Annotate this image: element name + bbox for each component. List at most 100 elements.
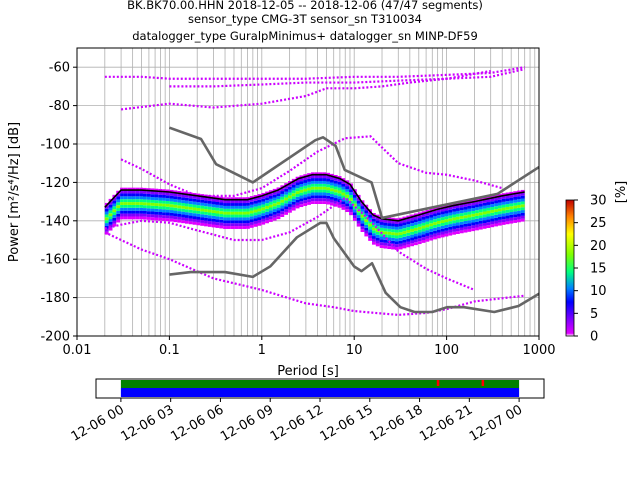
heatmap-cell (463, 212, 468, 216)
heatmap-cell (200, 205, 205, 209)
heatmap-cell (173, 199, 178, 202)
heatmap-cell (288, 189, 292, 193)
heatmap-cell (276, 201, 281, 205)
heatmap-cell (139, 196, 143, 200)
heatmap-cell (322, 186, 327, 190)
heatmap-cell (333, 198, 338, 201)
percentile-band (104, 196, 475, 291)
heatmap-cell (162, 209, 166, 213)
heatmap-cell (261, 204, 266, 208)
percentile-band (104, 66, 525, 80)
heatmap-cell (288, 206, 292, 210)
heatmap-cell (238, 203, 243, 206)
heatmap-cell (291, 187, 296, 191)
heatmap-cell (184, 209, 189, 213)
heatmap-cell (188, 212, 193, 216)
heatmap-cell (429, 223, 434, 227)
heatmap-cell (288, 195, 292, 199)
heatmap-cell (272, 211, 277, 215)
heatmap-cell (131, 196, 136, 200)
heatmap-cell (394, 218, 399, 222)
heatmap-cell (478, 220, 483, 224)
heatmap-cell (238, 205, 243, 209)
heatmap-cell (478, 226, 483, 230)
heatmap-cell (265, 214, 269, 218)
heatmap-cell (471, 228, 476, 232)
heatmap-cell (475, 210, 479, 214)
x-ticks: 0.01 0.1 1 10 100 1000 (63, 336, 556, 358)
heatmap-cell (261, 207, 266, 211)
heatmap-cell (131, 187, 136, 191)
heatmap-cell (341, 195, 346, 199)
heatmap-cell (326, 181, 331, 185)
heatmap-cell (162, 212, 166, 216)
colorbar-tick-label: 0 (590, 330, 598, 345)
heatmap-cell (402, 228, 407, 232)
heatmap-cell (230, 211, 235, 215)
heatmap-cell (169, 207, 174, 211)
heatmap-cell (494, 214, 498, 218)
heatmap-cell (490, 204, 495, 208)
heatmap-cell (402, 245, 407, 249)
heatmap-cell (448, 209, 453, 213)
heatmap-cell (162, 206, 166, 210)
heatmap-cell (288, 181, 292, 184)
heatmap-cell (337, 193, 342, 197)
heatmap-cell (448, 224, 453, 227)
heatmap-cell (276, 210, 281, 214)
heatmap-cell (433, 207, 437, 211)
heatmap-cell (181, 211, 185, 215)
heatmap-cell (490, 195, 495, 199)
heatmap-cell (463, 206, 468, 210)
heatmap-cell (276, 196, 281, 199)
heatmap-cell (299, 186, 304, 190)
heatmap-cell (471, 202, 476, 206)
heatmap-cell (494, 194, 498, 198)
heatmap-cell (139, 216, 143, 220)
heatmap-cell (207, 200, 212, 204)
heatmap-cell (486, 196, 491, 200)
heatmap-cell (459, 218, 464, 222)
heatmap-cell (265, 217, 269, 221)
heatmap-cell (379, 236, 384, 240)
heatmap-cell (131, 204, 136, 208)
heatmap-cell (192, 198, 197, 202)
heatmap-cell (104, 208, 109, 212)
heatmap-cell (455, 225, 460, 229)
heatmap-cell (310, 189, 315, 193)
heatmap-cell (326, 187, 331, 191)
heatmap-cell (249, 216, 254, 220)
heatmap-cell (165, 215, 170, 219)
heatmap-cell (116, 219, 121, 223)
heatmap-cell (520, 212, 525, 216)
new-low-noise-model-line (169, 221, 540, 314)
heatmap-cell (120, 196, 124, 200)
heatmap-cell (501, 216, 506, 220)
heatmap-cell (139, 187, 143, 191)
heatmap-cell (142, 213, 147, 217)
heatmap-cell (486, 210, 491, 214)
heatmap-cell (341, 192, 346, 196)
heatmap-cell (196, 199, 201, 203)
heatmap-cell (429, 211, 434, 215)
heatmap-cell (139, 199, 143, 203)
heatmap-cell (276, 187, 281, 191)
heatmap-cell (448, 215, 453, 219)
colorbar-tick-label: 15 (590, 262, 607, 277)
heatmap-cell (146, 202, 151, 206)
heatmap-cell (478, 212, 483, 216)
heatmap-cell (204, 220, 208, 224)
heatmap-cell (429, 220, 434, 224)
heatmap-cell (517, 210, 521, 214)
heatmap-cell (234, 208, 239, 212)
heatmap-cell (211, 210, 216, 213)
heatmap-cell (406, 232, 411, 236)
heatmap-cell (165, 203, 170, 207)
heatmap-cell (127, 213, 132, 217)
heatmap-cell (280, 199, 285, 203)
y-tick-label: -200 (40, 330, 70, 345)
heatmap-cell (402, 222, 407, 226)
heatmap-cell (475, 227, 479, 231)
heatmap-cell (413, 239, 418, 243)
heatmap-cell (436, 215, 441, 219)
